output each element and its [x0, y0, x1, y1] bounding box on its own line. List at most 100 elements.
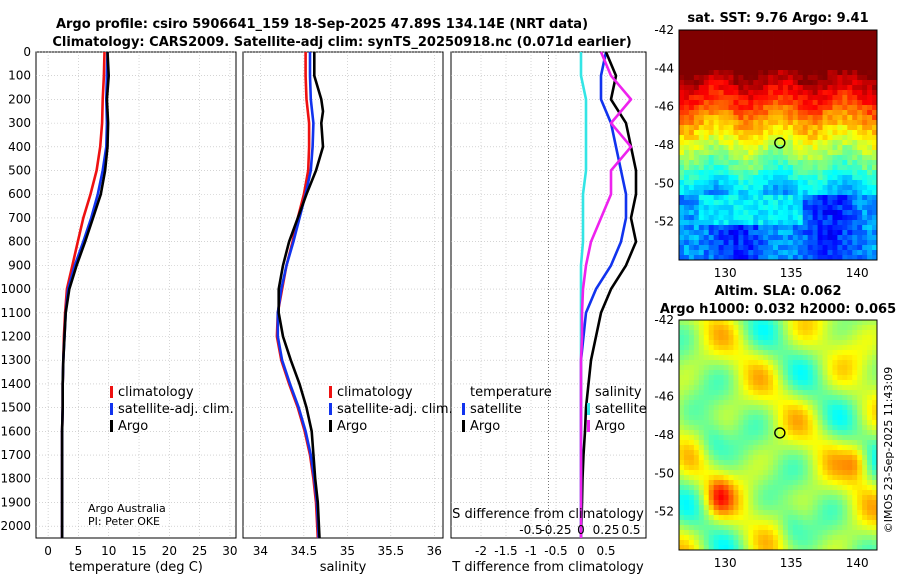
map-cell — [718, 395, 724, 401]
map-cell — [683, 225, 690, 231]
map-cell — [817, 410, 823, 416]
map-cell — [867, 460, 873, 466]
map-cell — [822, 425, 828, 431]
map-cell — [827, 365, 833, 371]
map-cell — [867, 375, 873, 381]
map-cell — [857, 495, 863, 501]
map-cell — [822, 445, 828, 451]
map-cell — [733, 420, 739, 426]
map-cell — [847, 205, 853, 211]
map-lat-tick-label: -48 — [654, 138, 674, 152]
map-cell — [862, 200, 868, 206]
map-cell — [842, 430, 848, 436]
map-cell — [812, 60, 818, 66]
map-cell — [679, 80, 685, 86]
map-cell — [778, 255, 784, 261]
map-cell — [792, 520, 799, 526]
map-cell — [787, 90, 794, 96]
map-cell — [768, 335, 774, 341]
map-cell — [797, 105, 804, 111]
map-cell — [797, 50, 804, 56]
map-cell — [723, 460, 729, 466]
map-cell — [688, 210, 695, 216]
map-cell — [817, 425, 823, 431]
map-cell — [867, 405, 873, 411]
map-cell — [797, 125, 804, 131]
map-cell — [827, 170, 833, 176]
map-cell — [792, 230, 799, 236]
map-cell — [847, 420, 853, 426]
map-cell — [703, 250, 710, 256]
map-cell — [763, 375, 769, 381]
legend-s-argo: Argo — [595, 419, 625, 434]
map-cell — [837, 360, 843, 366]
map-cell — [748, 350, 754, 356]
map-cell — [703, 130, 710, 136]
map-cell — [797, 255, 804, 261]
map-cell — [822, 480, 828, 486]
map-cell — [782, 220, 789, 226]
map-cell — [773, 230, 779, 236]
map-cell — [753, 520, 759, 526]
map-cell — [822, 220, 828, 226]
map-cell — [743, 450, 749, 456]
map-lon-tick-label: 135 — [780, 556, 803, 570]
map-cell — [802, 60, 809, 66]
map-cell — [708, 395, 715, 401]
map-cell — [743, 345, 749, 351]
map-cell — [812, 460, 818, 466]
map-cell — [807, 245, 814, 251]
map-cell — [688, 405, 695, 411]
map-cell — [852, 250, 858, 256]
map-cell — [837, 520, 843, 526]
map-cell — [733, 90, 739, 96]
map-cell — [817, 475, 823, 481]
map-cell — [728, 240, 734, 246]
map-cell — [718, 320, 724, 326]
map-cell — [867, 540, 873, 546]
map-cell — [763, 380, 769, 386]
map-cell — [822, 495, 828, 501]
map-cell — [718, 480, 724, 486]
map-cell — [758, 420, 764, 426]
map-cell — [852, 385, 858, 391]
map-cell — [857, 435, 863, 441]
map-cell — [679, 45, 685, 51]
map-cell — [857, 65, 863, 71]
map-cell — [693, 195, 700, 201]
map-cell — [837, 140, 843, 146]
map-cell — [832, 225, 838, 231]
map-cell — [743, 110, 749, 116]
temperature-x-tick-label: 20 — [162, 544, 177, 558]
map-cell — [733, 495, 739, 501]
map-cell — [703, 350, 710, 356]
map-cell — [812, 545, 818, 551]
map-cell — [782, 70, 789, 76]
map-cell — [723, 190, 729, 196]
map-cell — [862, 435, 868, 441]
map-cell — [683, 485, 690, 491]
map-cell — [703, 445, 710, 451]
map-cell — [817, 145, 823, 151]
map-cell — [743, 430, 749, 436]
map-cell — [787, 235, 794, 241]
map-cell — [817, 120, 823, 126]
map-cell — [778, 465, 784, 471]
map-cell — [867, 465, 873, 471]
map-cell — [713, 110, 719, 116]
map-cell — [812, 440, 818, 446]
map-lat-tick-label: -52 — [654, 215, 674, 229]
map-cell — [827, 410, 833, 416]
map-cell — [693, 350, 700, 356]
map-cell — [782, 100, 789, 106]
map-cell — [738, 400, 744, 406]
map-cell — [733, 445, 739, 451]
map-cell — [847, 255, 853, 261]
map-cell — [792, 80, 799, 86]
map-cell — [812, 450, 818, 456]
map-cell — [778, 545, 784, 551]
map-cell — [728, 130, 734, 136]
map-cell — [862, 145, 868, 151]
map-cell — [857, 340, 863, 346]
